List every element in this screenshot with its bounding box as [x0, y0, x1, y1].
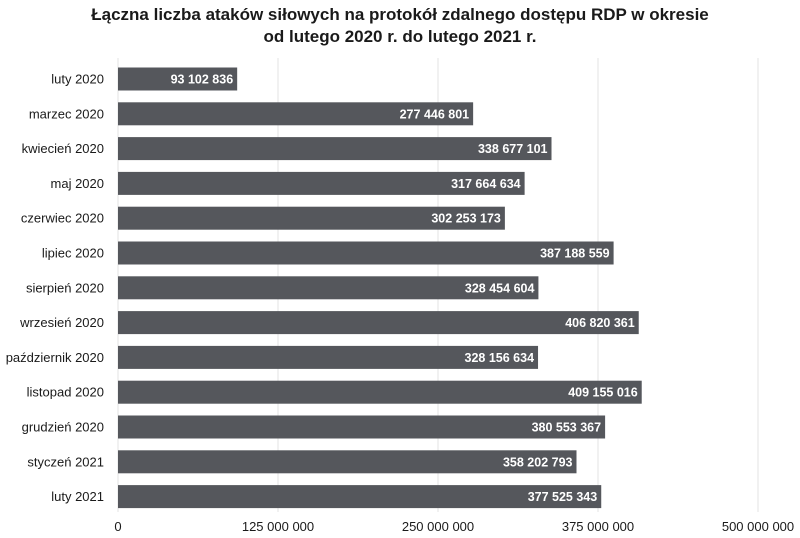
value-label: 380 553 367	[532, 421, 602, 435]
category-label: grudzień 2020	[22, 420, 104, 435]
x-tick-label: 125 000 000	[242, 519, 314, 534]
value-label: 406 820 361	[565, 316, 635, 330]
bar	[118, 206, 505, 230]
category-label: lipiec 2020	[42, 246, 104, 261]
category-label: październik 2020	[6, 350, 104, 365]
value-label: 338 677 101	[478, 142, 548, 156]
value-label: 387 188 559	[540, 247, 610, 261]
value-label: 328 454 604	[465, 281, 535, 295]
bars	[118, 67, 642, 509]
bar	[118, 450, 577, 474]
category-label: maj 2020	[51, 176, 104, 191]
bar	[118, 241, 614, 265]
category-label: listopad 2020	[27, 385, 104, 400]
chart-title-line-1: Łączna liczba ataków siłowych na protokó…	[91, 5, 709, 24]
chart-title: Łączna liczba ataków siłowych na protokó…	[0, 4, 800, 48]
category-label: styczeń 2021	[27, 454, 104, 469]
category-label: sierpień 2020	[26, 280, 104, 295]
bar	[118, 485, 602, 509]
category-label: czerwiec 2020	[21, 211, 104, 226]
category-label: marzec 2020	[29, 106, 104, 121]
value-label: 302 253 173	[431, 212, 501, 226]
category-label: luty 2021	[51, 489, 104, 504]
bar	[118, 102, 474, 126]
x-axis-ticks: 0 125 000 000 250 000 000 375 000 000 500 00…	[114, 519, 794, 534]
value-label: 358 202 793	[503, 455, 573, 469]
bar	[118, 137, 552, 161]
bar	[118, 276, 539, 300]
value-label: 277 446 801	[400, 107, 470, 121]
bar	[118, 67, 238, 91]
chart-title-line-2: od lutego 2020 r. do lutego 2021 r.	[263, 27, 537, 46]
x-tick-label: 500 000 000	[722, 519, 794, 534]
x-tick-label: 0	[114, 519, 121, 534]
bar	[118, 380, 642, 404]
category-label: wrzesień 2020	[19, 315, 104, 330]
category-labels: luty 2020 marzec 2020 kwiecień 2020 maj 202…	[6, 72, 104, 505]
value-label: 377 525 343	[528, 490, 598, 504]
category-label: luty 2020	[51, 72, 104, 87]
x-tick-label: 375 000 000	[562, 519, 634, 534]
value-label: 328 156 634	[465, 351, 535, 365]
bar	[118, 345, 539, 369]
value-labels: 93 102 836 277 446 801 338 677 101 317 664 …	[171, 73, 638, 505]
x-tick-label: 250 000 000	[402, 519, 474, 534]
value-label: 93 102 836	[171, 73, 234, 87]
bar	[118, 171, 525, 195]
value-label: 317 664 634	[451, 177, 521, 191]
category-label: kwiecień 2020	[22, 141, 104, 156]
bar	[118, 415, 606, 439]
bar	[118, 311, 639, 335]
value-label: 409 155 016	[568, 386, 638, 400]
